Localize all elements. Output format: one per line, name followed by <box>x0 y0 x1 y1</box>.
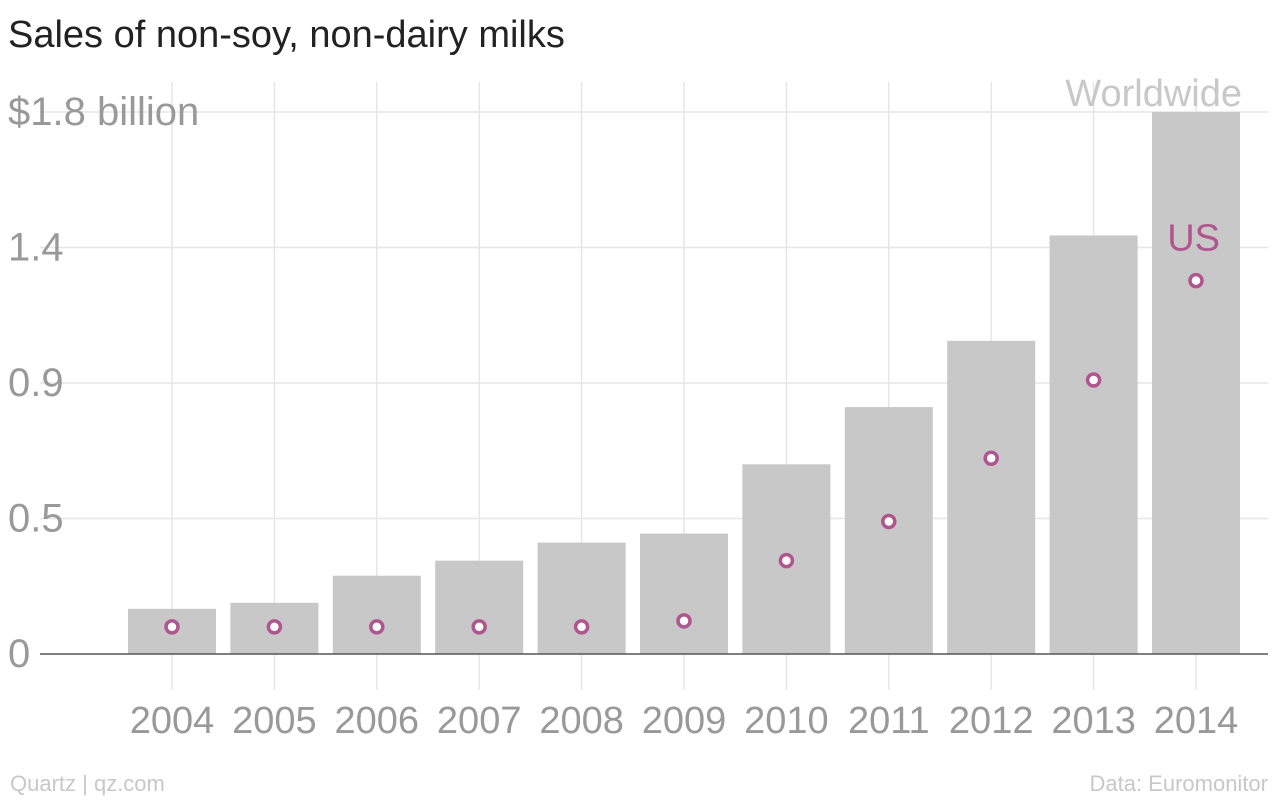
bar-worldwide-2012 <box>947 340 1036 654</box>
y-tick-label-4: $1.8 billion <box>8 90 199 134</box>
point-us-2012 <box>983 450 999 467</box>
x-tick-label-2008: 2008 <box>539 700 624 742</box>
bar-worldwide-2011 <box>844 407 933 654</box>
point-us-2011 <box>881 513 897 530</box>
point-us-2004 <box>164 619 180 635</box>
series-labels: Worldwide US <box>1065 73 1242 260</box>
bar-worldwide-2008 <box>537 542 626 654</box>
chart-title: Sales of non-soy, non-dairy milks <box>8 14 565 56</box>
x-tick-label-2005: 2005 <box>232 700 317 742</box>
y-tick-label-2: 0.9 <box>8 361 64 405</box>
bar-worldwide-2007 <box>435 560 524 654</box>
x-tick-label-2004: 2004 <box>130 700 215 742</box>
point-us-2009 <box>676 613 692 629</box>
x-tick-label-2007: 2007 <box>437 700 522 742</box>
point-us-2006 <box>369 619 385 635</box>
x-tick-label-2010: 2010 <box>744 700 829 742</box>
worldwide-bars <box>128 112 1240 654</box>
x-tick-labels: 2004 2005 2006 2007 2008 2009 2010 2011 2012 2013… <box>130 700 1239 742</box>
y-tick-labels: 0 0.5 0.9 1.4 $1.8 billion <box>8 90 199 676</box>
us-points <box>164 272 1204 635</box>
point-us-2013 <box>1085 372 1102 388</box>
y-tick-label-3: 1.4 <box>8 226 64 270</box>
point-us-2014 <box>1188 272 1204 289</box>
y-tick-label-0: 0 <box>8 632 30 676</box>
point-us-2010 <box>778 552 795 569</box>
bar-worldwide-2006 <box>332 575 421 654</box>
bar-worldwide-2014 <box>1152 112 1240 654</box>
point-us-2007 <box>471 619 487 635</box>
x-tick-label-2009: 2009 <box>642 700 727 742</box>
footer-source: Data: Euromonitor <box>1089 771 1268 796</box>
bar-worldwide-2009 <box>640 533 728 654</box>
series-label-worldwide: Worldwide <box>1065 73 1242 115</box>
series-label-us: US <box>1167 218 1220 260</box>
bar-worldwide-2013 <box>1049 235 1138 654</box>
x-tick-label-2014: 2014 <box>1154 700 1239 742</box>
x-tick-label-2011: 2011 <box>848 700 930 742</box>
point-us-2008 <box>573 619 590 635</box>
y-tick-label-1: 0.5 <box>8 497 64 541</box>
x-tick-label-2013: 2013 <box>1051 700 1136 742</box>
point-us-2005 <box>266 619 283 635</box>
x-tick-label-2006: 2006 <box>335 700 420 742</box>
x-tick-label-2012: 2012 <box>949 700 1034 742</box>
footer-credit: Quartz | qz.com <box>10 771 165 796</box>
